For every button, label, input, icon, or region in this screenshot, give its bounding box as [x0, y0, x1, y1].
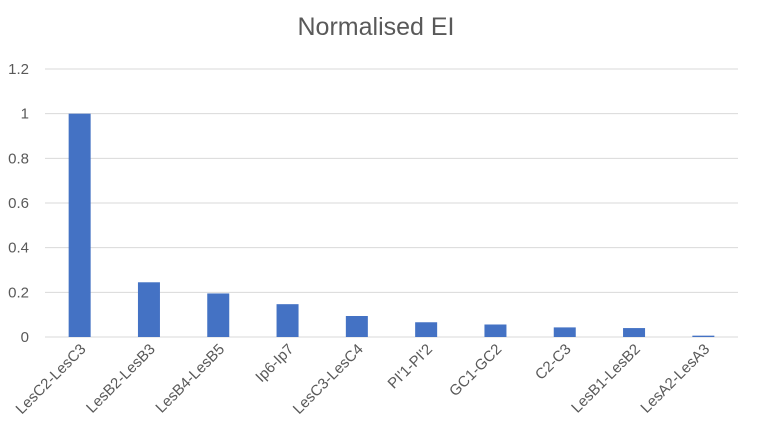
x-tick-label: LesB1-LesB2 [568, 341, 644, 417]
x-tick-label: GC1-GC2 [446, 341, 505, 400]
bar [415, 322, 438, 337]
bar [692, 335, 715, 337]
x-tick-label: LesA2-LesA3 [637, 341, 713, 417]
bar [68, 113, 91, 338]
bar [623, 328, 646, 337]
bars [68, 113, 715, 338]
y-tick-label: 0 [21, 329, 29, 346]
x-tick-label: LesB2-LesB3 [83, 341, 159, 417]
y-axis-ticks: 0 0.2 0.4 0.6 0.8 1 1.2 [8, 61, 29, 346]
y-tick-label: 0.2 [8, 284, 29, 301]
x-tick-label: PI'1-PI'2 [385, 341, 436, 392]
gridlines [45, 68, 738, 338]
chart-title: Normalised EI [298, 13, 455, 41]
y-tick-label: 1 [21, 106, 29, 123]
y-tick-label: 0.6 [8, 195, 29, 212]
bar [345, 316, 368, 337]
y-tick-label: 1.2 [8, 61, 29, 78]
x-tick-label: LesB4-LesB5 [152, 341, 228, 417]
bar [553, 327, 576, 337]
x-tick-label: C2-C3 [532, 341, 575, 384]
x-tick-label: LesC3-LesC4 [290, 341, 367, 418]
bar [484, 324, 507, 337]
x-tick-label: LesC2-LesC3 [13, 341, 90, 418]
bar [137, 282, 160, 337]
bar [276, 304, 299, 337]
x-tick-label: Ip6-Ip7 [252, 341, 297, 386]
y-tick-label: 0.8 [8, 150, 29, 167]
y-tick-label: 0.4 [8, 240, 29, 257]
bar [207, 293, 230, 337]
